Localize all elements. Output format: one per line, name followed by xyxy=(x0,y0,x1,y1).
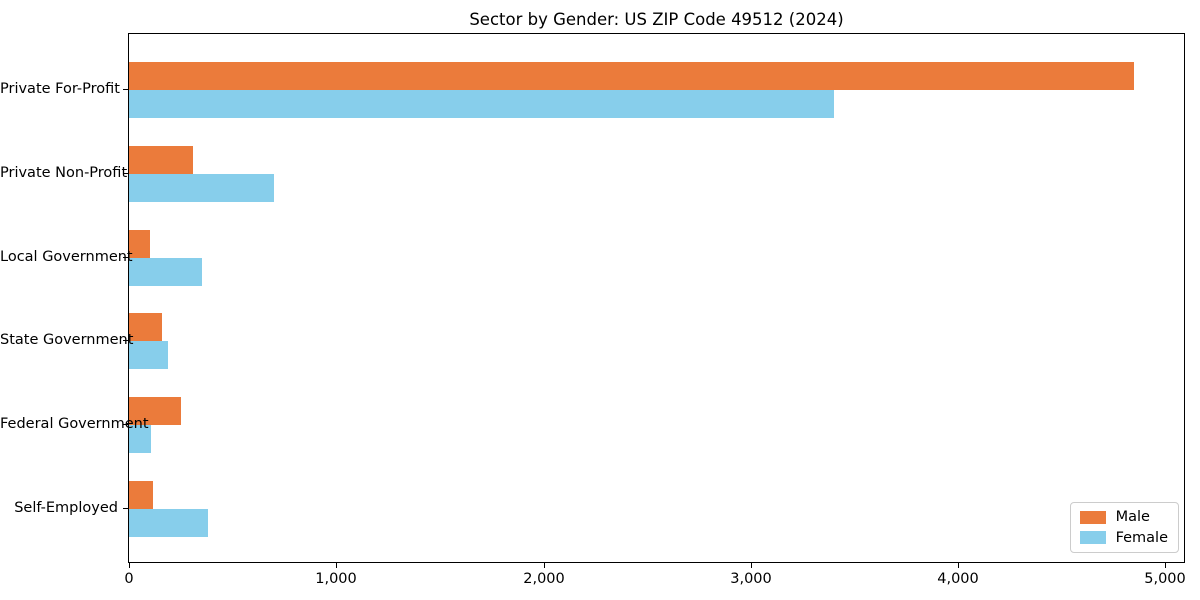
female-swatch xyxy=(1079,531,1106,545)
chart-title: Sector by Gender: US ZIP Code 49512 (202… xyxy=(469,10,844,29)
bar-female-private-non-profit xyxy=(129,173,274,202)
plot-area: Male Female xyxy=(128,33,1185,563)
bar-male-state-government xyxy=(129,313,162,342)
ytick-mark xyxy=(123,508,128,509)
xtick-mark xyxy=(544,563,545,568)
ytick-label-self-employed: Self-Employed xyxy=(14,500,118,516)
ytick-label-private-for-profit: Private For-Profit xyxy=(0,81,120,97)
xtick-mark xyxy=(751,563,752,568)
ytick-label-private-non-profit: Private Non-Profit xyxy=(0,164,128,181)
ytick-mark xyxy=(123,340,128,342)
xtick-label-2000: 2,000 xyxy=(523,571,565,587)
ytick-mark xyxy=(123,256,128,258)
bar-male-self-employed xyxy=(129,481,153,509)
xtick-mark xyxy=(129,563,130,568)
bar-male-private-for-profit xyxy=(129,62,1134,90)
ytick-mark xyxy=(123,89,128,90)
legend-label-male: Male xyxy=(1115,509,1150,525)
xtick-label-0: 0 xyxy=(124,571,134,587)
xtick-label-5000: 5,000 xyxy=(1144,571,1186,587)
xtick-label-4000: 4,000 xyxy=(937,571,979,587)
xtick-mark xyxy=(958,563,959,568)
bar-female-self-employed xyxy=(129,509,208,537)
bar-female-state-government xyxy=(129,341,168,370)
bar-female-federal-government xyxy=(129,425,151,454)
bar-male-federal-government xyxy=(129,397,181,426)
xtick-mark xyxy=(1165,563,1166,568)
ytick-mark xyxy=(123,172,128,174)
ytick-label-state-government: State Government xyxy=(0,332,134,349)
ytick-mark xyxy=(123,424,128,426)
xtick-label-1000: 1,000 xyxy=(315,571,357,587)
xtick-label-3000: 3,000 xyxy=(730,571,772,587)
xtick-mark xyxy=(336,563,337,568)
bar-female-local-government xyxy=(129,257,202,286)
legend: Male Female xyxy=(1069,502,1179,553)
bar-female-private-for-profit xyxy=(129,90,834,118)
ytick-label-local-government: Local Government xyxy=(0,248,133,265)
ytick-label-federal-government: Federal Government xyxy=(0,416,149,433)
bar-male-local-government xyxy=(129,229,150,258)
legend-entry-female: Female xyxy=(1079,529,1168,546)
legend-entry-male: Male xyxy=(1079,509,1168,525)
legend-label-female: Female xyxy=(1115,529,1168,546)
bar-male-private-non-profit xyxy=(129,145,193,174)
male-swatch xyxy=(1079,510,1106,524)
